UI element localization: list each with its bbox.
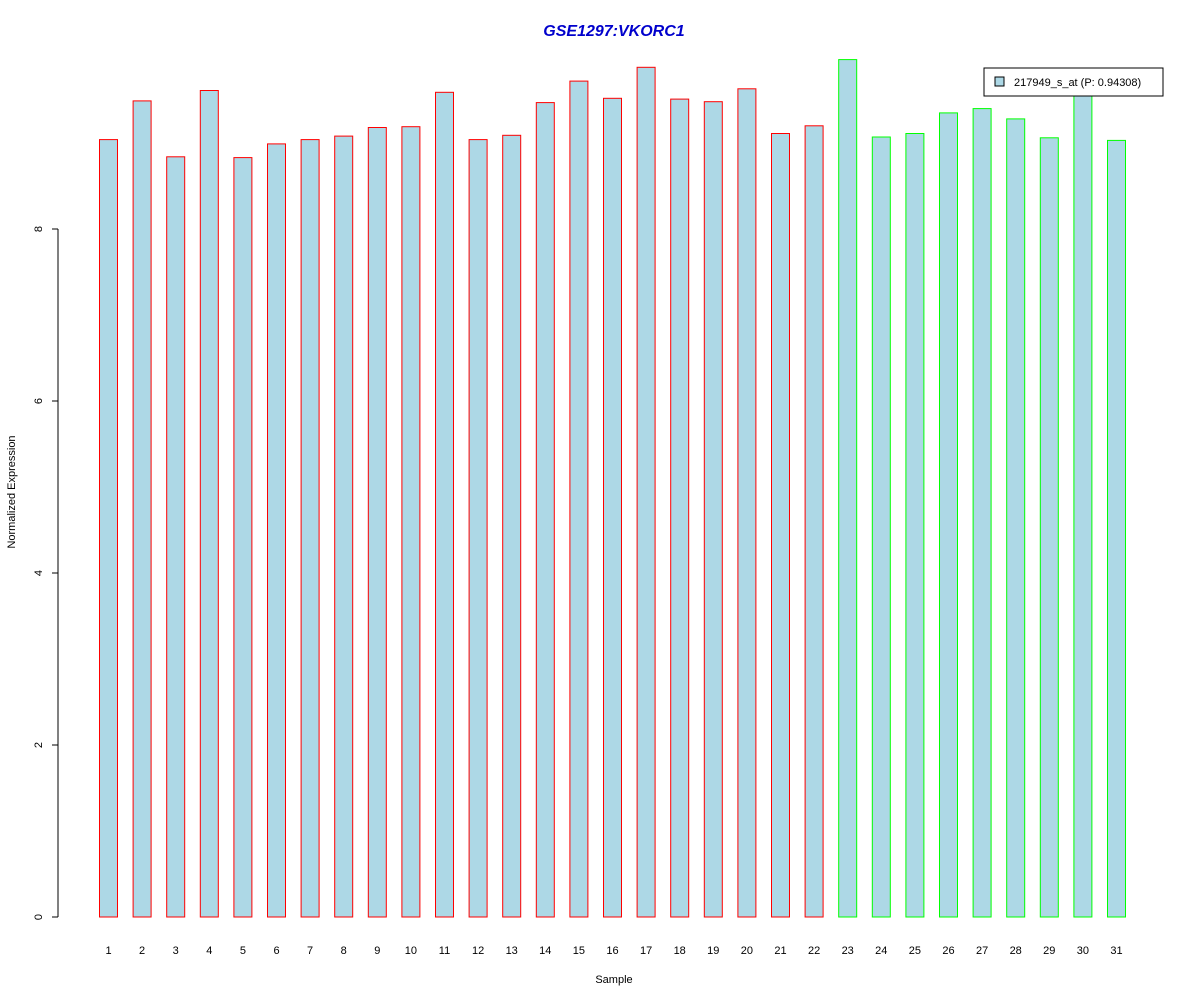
x-tick-label: 23: [842, 945, 854, 957]
legend-box: [983, 67, 1164, 97]
bar-sample-11: [435, 91, 454, 918]
y-tick-label: 2: [33, 742, 45, 748]
bar-sample-28: [1006, 118, 1026, 918]
x-tick-label: 25: [909, 945, 921, 957]
x-tick-label: 19: [707, 945, 719, 957]
bar-sample-10: [401, 126, 421, 918]
y-tick-label: 0: [33, 914, 45, 920]
x-tick-label: 29: [1043, 945, 1055, 957]
x-tick-label: 28: [1010, 945, 1022, 957]
bar-sample-29: [1039, 137, 1059, 918]
y-axis-label: Normalized Expression: [6, 435, 18, 548]
x-tick-label: 11: [439, 945, 450, 957]
legend-swatch: [994, 76, 1005, 87]
x-tick-label: 5: [240, 945, 246, 957]
bar-sample-2: [132, 100, 152, 918]
bar-sample-20: [737, 88, 757, 918]
bar-sample-14: [535, 102, 555, 918]
x-axis-tick-labels: 1 2 3 4 5 6 7 8 9 10 11 12 13 14 15 16 17 18 19 20 21 22 23 24 2…: [105, 945, 1122, 957]
bar-sample-26: [939, 112, 958, 918]
x-tick-label: 9: [374, 945, 380, 957]
y-tick-label: 6: [33, 398, 45, 404]
x-tick-label: 31: [1110, 945, 1122, 957]
x-tick-label: 26: [942, 945, 954, 957]
bar-sample-17: [636, 66, 656, 918]
x-tick-label: 2: [139, 945, 145, 957]
bar-sample-8: [334, 135, 354, 918]
x-tick-label: 30: [1077, 945, 1089, 957]
bar-sample-23: [838, 59, 858, 918]
x-axis-label: Sample: [595, 974, 632, 986]
x-tick-label: 12: [472, 945, 484, 957]
x-tick-label: 15: [573, 945, 585, 957]
bar-sample-6: [267, 143, 286, 918]
x-tick-label: 22: [808, 945, 820, 957]
bar-sample-5: [233, 157, 253, 918]
x-tick-label: 14: [539, 945, 551, 957]
y-tick-label: 4: [33, 570, 45, 576]
bar-sample-9: [367, 127, 387, 918]
x-tick-label: 7: [307, 945, 313, 957]
chart-title: GSE1297:VKORC1: [543, 23, 684, 40]
x-tick-label: 21: [774, 945, 786, 957]
bar-sample-25: [905, 133, 925, 918]
bar-sample-16: [603, 97, 622, 918]
bar-sample-13: [502, 134, 522, 918]
bar-sample-19: [703, 101, 723, 918]
x-tick-label: 18: [674, 945, 686, 957]
x-tick-label: 10: [405, 945, 417, 957]
bar-sample-30: [1073, 92, 1093, 918]
x-tick-label: 8: [341, 945, 347, 957]
x-tick-label: 3: [173, 945, 179, 957]
bar-sample-3: [166, 156, 186, 918]
x-tick-label: 1: [105, 945, 111, 957]
x-tick-label: 17: [640, 945, 652, 957]
bars: [99, 59, 1126, 918]
bar-sample-31: [1107, 139, 1126, 918]
x-tick-label: 6: [273, 945, 279, 957]
x-tick-label: 27: [976, 945, 988, 957]
x-tick-label: 24: [875, 945, 887, 957]
legend: 217949_s_at (P: 0.94308): [983, 67, 1164, 97]
bar-sample-4: [199, 90, 219, 918]
bar-sample-1: [99, 139, 118, 918]
legend-label: 217949_s_at (P: 0.94308): [1014, 77, 1141, 89]
y-axis: 0 2 4 6 8: [33, 226, 59, 920]
x-tick-label: 13: [506, 945, 518, 957]
bar-sample-22: [804, 125, 824, 918]
bar-sample-21: [771, 133, 790, 918]
bar-sample-7: [300, 139, 320, 918]
y-tick-label: 8: [33, 226, 45, 232]
bar-sample-15: [569, 80, 589, 918]
bar-sample-24: [871, 136, 891, 918]
x-tick-label: 4: [206, 945, 212, 957]
bar-sample-18: [670, 98, 690, 918]
bar-sample-27: [972, 108, 992, 918]
bar-sample-12: [468, 139, 488, 918]
x-tick-label: 20: [741, 945, 753, 957]
x-tick-label: 16: [606, 945, 618, 957]
